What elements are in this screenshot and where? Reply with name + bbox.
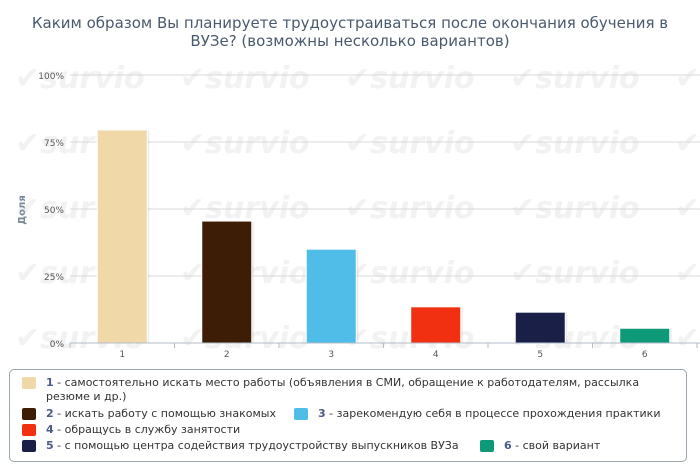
watermark-text: ✔survio	[510, 126, 640, 161]
legend-text-1: - самостоятельно искать место работы (об…	[53, 376, 640, 389]
bars	[96, 129, 672, 344]
watermark-text: ✔survio	[345, 126, 475, 161]
watermark-text: ✔survio	[675, 256, 700, 291]
x-tick-label: 1	[119, 350, 125, 360]
legend-num-4: 4	[46, 423, 54, 436]
legend: 1 - самостоятельно искать место работы (…	[9, 369, 687, 462]
watermark-text: ✔survio	[15, 61, 145, 96]
legend-num-2: 2	[46, 407, 54, 420]
chart-title-line-2: ВУЗе? (возможны несколько вариантов)	[190, 32, 510, 50]
watermark-text: ✔survio	[345, 256, 475, 291]
x-tick-label: 5	[537, 350, 543, 360]
watermark-text: ✔survio	[345, 61, 475, 96]
legend-text-3: - зарекомендую себя в процессе прохожден…	[325, 407, 661, 420]
axes: 1 2 3 4 5 6	[69, 342, 700, 360]
chart-title: Каким образом Вы планируете трудоустраив…	[0, 14, 700, 50]
legend-text-5: - с помощью центра содействия трудоустро…	[53, 439, 459, 452]
legend-swatch-5	[22, 440, 36, 452]
watermark-text: ✔survio	[510, 256, 640, 291]
watermark-text: ✔survio	[510, 61, 640, 96]
chart-title-line-1: Каким образом Вы планируете трудоустраив…	[31, 14, 669, 32]
legend-num-5: 5	[46, 439, 54, 452]
bar-4[interactable]	[410, 306, 462, 344]
y-tick-label: 75%	[44, 139, 64, 149]
watermark-text: ✔survio	[180, 126, 310, 161]
legend-swatch-3	[294, 408, 308, 420]
x-tick-label: 4	[433, 350, 439, 360]
legend-swatch-2	[22, 408, 36, 420]
legend-text-1-cont: резюме и др.)	[46, 390, 127, 403]
y-tick-label: 0%	[50, 340, 65, 350]
legend-num-6: 6	[504, 439, 512, 452]
legend-text-4: - обращусь в службу занятости	[53, 423, 241, 436]
y-tick-label: 50%	[44, 206, 64, 216]
legend-num-1: 1	[46, 376, 54, 389]
bar-2[interactable]	[201, 220, 253, 344]
legend-swatch-6	[480, 440, 494, 452]
bar-3[interactable]	[305, 248, 357, 344]
bar-6[interactable]	[619, 327, 671, 344]
watermark-text: ✔survio	[675, 126, 700, 161]
x-tick-label: 6	[642, 350, 648, 360]
x-tick-label: 2	[224, 350, 230, 360]
legend-swatch-1	[22, 377, 36, 389]
x-tick-label: 3	[328, 350, 334, 360]
legend-text-2: - искать работу с помощью знакомых	[53, 407, 276, 420]
bar-5[interactable]	[514, 311, 566, 344]
watermark-text: ✔survio	[675, 61, 700, 96]
legend-text-6: - свой вариант	[511, 439, 601, 452]
watermark-text: ✔survio	[180, 61, 310, 96]
legend-swatch-4	[22, 424, 36, 436]
bar-1[interactable]	[96, 129, 148, 344]
watermark-text: ✔survio	[675, 321, 700, 356]
y-tick-label: 100%	[38, 72, 64, 82]
legend-num-3: 3	[318, 407, 326, 420]
y-axis-label: Доля	[17, 195, 28, 225]
y-tick-label: 25%	[44, 273, 64, 283]
